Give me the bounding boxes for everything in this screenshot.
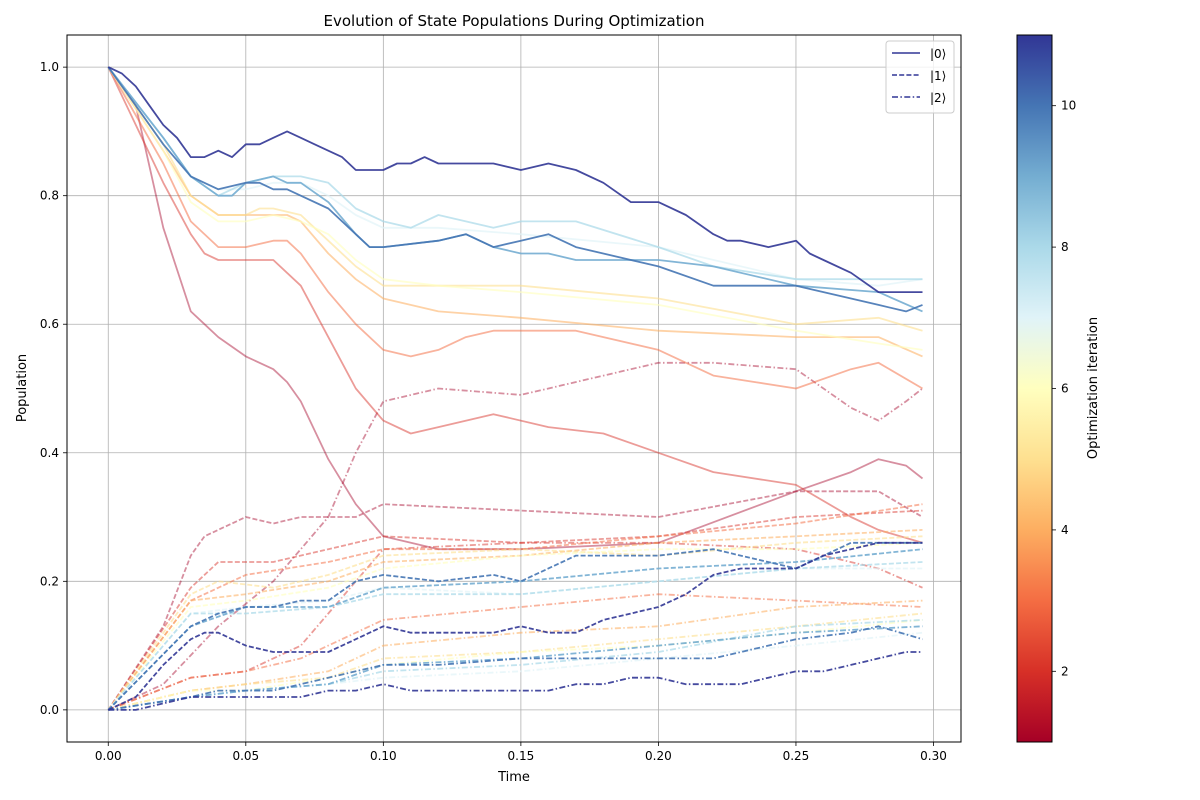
colorbar-tick-label: 10 (1061, 99, 1076, 113)
plot-frame (66, 34, 962, 743)
series-line-iter-3-state-2 (107, 593, 923, 711)
series-line-iter-1-state-1 (107, 490, 923, 711)
x-axis-label: Time (497, 770, 530, 785)
x-tick-label: 0.25 (783, 749, 810, 763)
colorbar-label: Optimization iteration (1086, 317, 1101, 459)
y-tick-label: 0.4 (40, 446, 59, 460)
colorbar-ticks: 2 4 6 8 10 (1052, 99, 1076, 678)
colorbar: 2 4 6 8 10 Optimization iteration (1016, 34, 1101, 743)
y-axis-label: Population (15, 354, 30, 422)
legend-label-state-2: |2⟩ (930, 91, 946, 105)
series-line-iter-10-state-0 (107, 66, 923, 313)
legend: |0⟩ |1⟩ |2⟩ (885, 40, 955, 114)
series-layer (107, 66, 924, 711)
series-line-iter-11-state-1 (107, 541, 923, 711)
series-line-iter-1-state-0 (107, 66, 924, 551)
x-tick-label: 0.15 (508, 749, 535, 763)
series-line-iter-1-state-2 (107, 361, 924, 711)
series-line-iter-6-state-0 (107, 66, 923, 351)
series-line-iter-7-state-2 (108, 631, 923, 711)
x-tick-label: 0.05 (232, 749, 259, 763)
series-line-iter-2-state-0 (107, 66, 923, 544)
series-line-iter-5-state-0 (107, 66, 923, 332)
x-tick-label: 0.10 (370, 749, 397, 763)
series-line-iter-8-state-0 (107, 66, 923, 281)
series-line-iter-4-state-1 (107, 529, 923, 711)
colorbar-tick-label: 4 (1061, 523, 1069, 537)
y-tick-label: 0.2 (40, 574, 59, 588)
series-line-iter-11-state-0 (107, 66, 923, 294)
series-line-iter-8-state-1 (107, 561, 923, 711)
y-tick-label: 0.6 (40, 317, 59, 331)
x-tick-label: 0.30 (920, 749, 947, 763)
y-axis: 0.0 0.2 0.4 0.6 0.8 1.0 (40, 60, 67, 717)
series-line-iter-4-state-2 (108, 599, 923, 711)
x-tick-label: 0.20 (645, 749, 672, 763)
y-tick-label: 0.8 (40, 189, 59, 203)
colorbar-tick-label: 8 (1061, 240, 1069, 254)
series-line-iter-2-state-1 (107, 509, 923, 711)
legend-label-state-1: |1⟩ (930, 69, 946, 83)
chart-title: Evolution of State Populations During Op… (324, 12, 705, 30)
series-line-iter-5-state-2 (108, 612, 923, 711)
series-line-iter-3-state-0 (107, 66, 923, 390)
legend-box (885, 40, 955, 114)
colorbar-tick-label: 6 (1061, 382, 1069, 396)
colorbar-gradient (1016, 34, 1053, 743)
x-axis: 0.00 0.05 0.10 0.15 0.20 0.25 0.30 (95, 742, 947, 763)
y-tick-label: 0.0 (40, 703, 59, 717)
colorbar-tick-label: 2 (1061, 664, 1069, 678)
series-line-iter-4-state-0 (107, 66, 923, 358)
x-tick-label: 0.00 (95, 749, 122, 763)
legend-label-state-0: |0⟩ (930, 47, 946, 61)
y-tick-label: 1.0 (40, 60, 59, 74)
series-line-iter-11-state-2 (108, 651, 923, 711)
series-line-iter-9-state-1 (107, 548, 923, 711)
series-line-iter-7-state-1 (107, 567, 923, 711)
series-line-iter-10-state-2 (108, 625, 923, 711)
